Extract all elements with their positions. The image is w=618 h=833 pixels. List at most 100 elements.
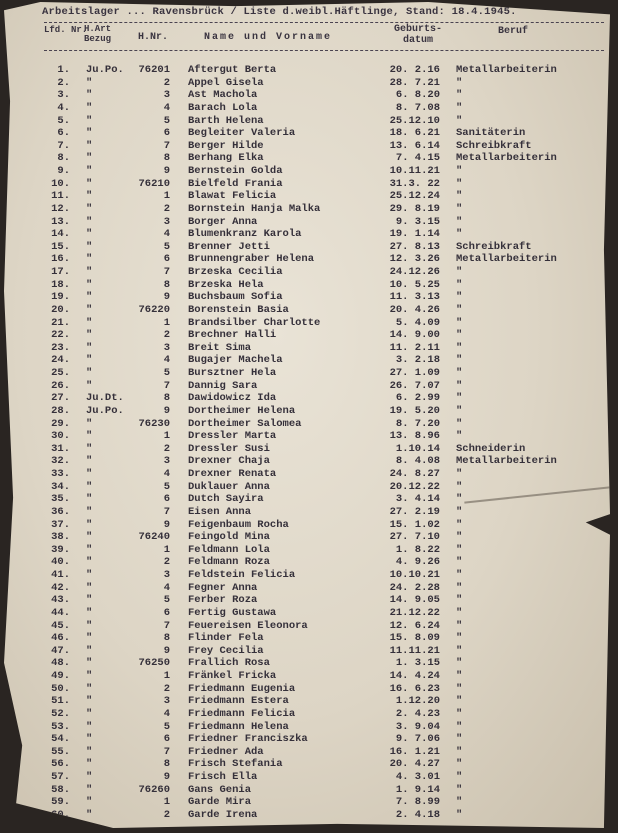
row-birthdate: 11. 2.11 (389, 341, 440, 354)
row-art: " (86, 101, 93, 114)
row-occupation: " (456, 165, 463, 177)
row-birthdate: 10.11.21 (389, 165, 440, 177)
row-number: 46. (51, 632, 70, 645)
row-hnr: 8 (163, 758, 170, 771)
row-art: " (86, 569, 93, 581)
row-number: 22. (51, 329, 70, 342)
row-birthdate: 24.12.26 (389, 266, 440, 278)
row-birthdate: 9. 7.06 (395, 733, 440, 746)
row-occupation: " (456, 796, 463, 809)
row-birthdate: 1.12.20 (395, 695, 440, 708)
row-hnr: 5 (163, 594, 170, 607)
row-number: 27. (51, 392, 70, 405)
row-hnr: 4 (163, 354, 170, 367)
row-name: Brandsilber Charlotte (188, 316, 321, 329)
row-name: Borenstein Basia (188, 303, 289, 316)
row-birthdate: 24. 8.27 (389, 468, 440, 480)
row-birthdate: 13. 6.14 (389, 139, 440, 152)
row-number: 60. (51, 808, 70, 821)
row-name: Gans Genia (188, 783, 252, 796)
row-occupation: " (456, 505, 463, 518)
row-birthdate: 20.12.22 (389, 480, 440, 493)
row-number: 14. (51, 228, 70, 241)
row-name: Feldmann Lola (188, 543, 270, 556)
row-number: 8. (57, 152, 70, 165)
list-row: 17. " 7 Brzeska Cecilia 24.12.26 " (4, 266, 610, 279)
row-art: " (86, 76, 93, 89)
row-name: Friedmann Helena (188, 720, 289, 733)
row-name: Brenner Jetti (188, 240, 270, 253)
row-hnr: 5 (163, 720, 170, 733)
row-number: 5. (57, 114, 70, 127)
row-hnr: 2 (163, 442, 170, 455)
row-occupation: " (456, 114, 463, 127)
row-number: 56. (51, 758, 70, 771)
list-row: 55. " 7 Friedner Ada 16. 1.21 " (4, 746, 610, 759)
list-row: 41. " 3 Feldstein Felicia 10.10.21 " (4, 569, 610, 582)
row-name: Friedmann Estera (188, 695, 289, 708)
row-occupation: " (456, 341, 463, 354)
row-occupation: " (456, 354, 463, 367)
list-row: 16. " 6 Brunnengraber Helena 12. 3.26 Metalla… (4, 253, 610, 266)
list-row: 20. " 76220 Borenstein Basia 20. 4.26 " (4, 304, 610, 317)
row-art: " (86, 177, 93, 190)
row-number: 47. (51, 644, 70, 657)
row-number: 15. (51, 240, 70, 253)
row-hnr: 4 (163, 101, 170, 114)
row-occupation: " (456, 89, 463, 102)
list-row: 33. " 4 Drexner Renata 24. 8.27 " (4, 468, 610, 481)
row-hnr: 76230 (138, 417, 170, 430)
list-row: 28. Ju.Po. 9 Dortheimer Helena 19. 5.20 " (4, 405, 610, 418)
row-occupation: " (456, 670, 463, 682)
row-number: 51. (51, 695, 70, 708)
row-occupation: " (456, 190, 463, 203)
row-name: Feuereisen Eleonora (188, 619, 308, 632)
row-hnr: 2 (163, 329, 170, 342)
row-hnr: 2 (163, 202, 170, 215)
row-occupation: " (456, 783, 463, 796)
row-art: " (86, 682, 93, 695)
row-number: 34. (51, 480, 70, 493)
row-hnr: 3 (163, 695, 170, 708)
row-occupation: " (456, 556, 463, 569)
row-birthdate: 15. 1.02 (389, 518, 440, 531)
document-page: Arbeitslager ... Ravensbrück / Liste d.w… (4, 2, 610, 828)
row-occupation: Metallarbeiterin (456, 152, 557, 165)
row-art: " (86, 266, 93, 278)
row-birthdate: 7. 4.15 (395, 152, 440, 165)
list-row: 35. " 6 Dutch Sayira 3. 4.14 " (4, 493, 610, 506)
row-birthdate: 14. 9.00 (389, 329, 440, 342)
row-name: Bielfeld Frania (188, 177, 283, 190)
row-birthdate: 8. 7.08 (395, 101, 440, 114)
list-row: 36. " 7 Eisen Anna 27. 2.19 " (4, 506, 610, 519)
row-art: Ju.Po. (86, 404, 124, 417)
row-name: Dawidowicz Ida (188, 392, 277, 405)
row-name: Begleiter Valeria (188, 127, 296, 140)
row-birthdate: 7. 8.99 (395, 796, 440, 809)
list-row: 5. " 5 Barth Helena 25.12.10 " (4, 115, 610, 128)
list-row: 7. " 7 Berger Hilde 13. 6.14 Schreibkraft (4, 140, 610, 153)
row-number: 18. (51, 278, 70, 291)
row-occupation: " (456, 733, 463, 746)
row-birthdate: 28. 7.21 (389, 76, 440, 89)
row-name: Bugajer Machela (188, 354, 283, 367)
list-row: 57. " 9 Frisch Ella 4. 3.01 " (4, 771, 610, 784)
row-number: 25. (51, 367, 70, 379)
row-number: 32. (51, 455, 70, 468)
row-number: 20. (51, 303, 70, 316)
row-birthdate: 1.10.14 (395, 442, 440, 455)
row-birthdate: 27. 2.19 (389, 505, 440, 518)
col-header-hnr: H.Nr. (138, 32, 169, 43)
row-birthdate: 12. 6.24 (389, 619, 440, 632)
row-occupation: " (456, 228, 463, 241)
row-art: " (86, 606, 93, 619)
row-number: 33. (51, 468, 70, 480)
row-name: Flinder Fela (188, 632, 264, 645)
row-name: Feldmann Roza (188, 556, 270, 569)
row-birthdate: 2. 4.18 (395, 808, 440, 821)
row-hnr: 7 (163, 745, 170, 758)
row-art: " (86, 493, 93, 506)
row-number: 11. (51, 190, 70, 203)
row-art: " (86, 379, 93, 392)
row-name: Dortheimer Helena (188, 404, 296, 417)
